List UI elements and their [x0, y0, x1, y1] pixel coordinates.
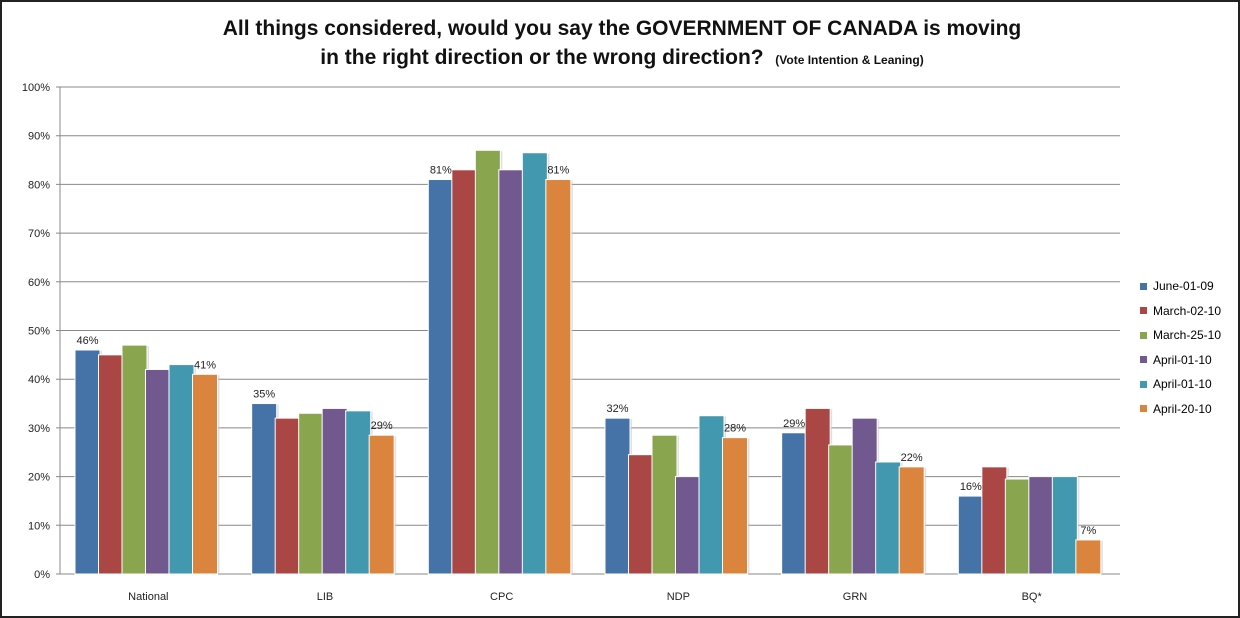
bar — [957, 495, 984, 575]
legend-label: April-20-10 — [1153, 401, 1212, 416]
bar — [274, 417, 301, 575]
bar — [74, 349, 101, 575]
bar — [828, 444, 855, 575]
bar — [321, 407, 348, 575]
legend-label: March-25-10 — [1153, 328, 1222, 343]
data-label: 29% — [371, 420, 393, 432]
y-tick-label: 30% — [28, 423, 50, 435]
legend-item: April-01-10 — [1140, 372, 1221, 397]
bar — [545, 179, 572, 575]
y-tick-label: 10% — [28, 520, 50, 532]
y-tick-label: 60% — [28, 277, 50, 289]
bar — [521, 152, 548, 575]
bar — [875, 461, 902, 575]
x-tick-label: CPC — [490, 591, 513, 603]
legend-swatch — [1140, 380, 1147, 388]
bar — [498, 169, 525, 575]
x-tick-label: National — [128, 591, 168, 603]
bar — [781, 432, 808, 575]
chart-title: All things considered, would you say the… — [2, 14, 1238, 75]
x-tick-label: GRN — [843, 591, 868, 603]
bar — [298, 412, 325, 575]
data-label: 7% — [1080, 525, 1096, 537]
y-tick-label: 40% — [28, 374, 50, 386]
legend-item: April-20-10 — [1140, 397, 1221, 422]
bar — [345, 410, 372, 575]
bar — [1075, 539, 1102, 575]
bar — [628, 454, 654, 575]
x-tick-label: NDP — [667, 591, 690, 603]
bar — [851, 417, 878, 575]
y-tick-label: 90% — [28, 131, 50, 143]
legend-label: March-02-10 — [1153, 303, 1222, 318]
data-label: 16% — [960, 481, 982, 493]
bar — [1004, 478, 1031, 575]
legend-label: April-01-10 — [1153, 352, 1212, 367]
bar — [675, 476, 701, 575]
legend-label: June-01-09 — [1153, 279, 1214, 294]
chart-subtitle: (Vote Intention & Leaning) — [775, 53, 924, 67]
title-line-1: All things considered, would you say the… — [222, 17, 1022, 40]
bar — [451, 169, 478, 575]
title-line-2: in the right direction or the wrong dire… — [320, 46, 764, 69]
data-label: 32% — [606, 403, 628, 415]
data-label: 81% — [430, 165, 452, 177]
legend: June-01-09 March-02-10 March-25-10 April-01… — [1140, 274, 1221, 421]
bar — [804, 407, 831, 575]
legend-item: March-02-10 — [1140, 299, 1221, 324]
data-label: 29% — [783, 418, 805, 430]
bar — [898, 466, 925, 575]
bar — [698, 415, 725, 575]
y-tick-label: 100% — [22, 82, 50, 94]
y-tick-label: 0% — [34, 569, 50, 581]
bar — [427, 179, 454, 575]
x-tick-label: BQ* — [1022, 591, 1043, 603]
legend-swatch — [1140, 405, 1147, 413]
legend-item: June-01-09 — [1140, 274, 1221, 299]
legend-item: March-25-10 — [1140, 323, 1221, 348]
bar — [651, 434, 678, 575]
bar — [981, 466, 1008, 575]
x-tick-label: LIB — [317, 591, 334, 603]
y-tick-label: 20% — [28, 472, 50, 484]
bar — [722, 437, 748, 575]
bar — [474, 149, 501, 575]
bar — [368, 434, 395, 575]
data-label: 28% — [724, 423, 746, 435]
bar — [604, 417, 631, 575]
data-label: 22% — [901, 452, 923, 464]
data-label: 41% — [194, 359, 216, 371]
data-label: 35% — [253, 389, 275, 401]
bar — [98, 354, 124, 575]
data-label: 81% — [547, 165, 569, 177]
bar — [168, 364, 195, 575]
y-tick-label: 80% — [28, 179, 50, 191]
legend-item: April-01-10 — [1140, 348, 1221, 373]
legend-swatch — [1140, 307, 1147, 315]
bar — [192, 373, 218, 575]
legend-swatch — [1140, 282, 1147, 290]
bar — [1051, 476, 1078, 575]
y-tick-label: 70% — [28, 228, 50, 240]
legend-swatch — [1140, 331, 1147, 339]
legend-label: April-01-10 — [1153, 377, 1212, 392]
legend-swatch — [1140, 356, 1147, 364]
bar — [1028, 476, 1055, 575]
y-tick-label: 50% — [28, 326, 50, 338]
bar — [251, 403, 278, 575]
bar — [121, 344, 148, 575]
bar — [145, 368, 171, 575]
data-label: 46% — [76, 335, 98, 347]
